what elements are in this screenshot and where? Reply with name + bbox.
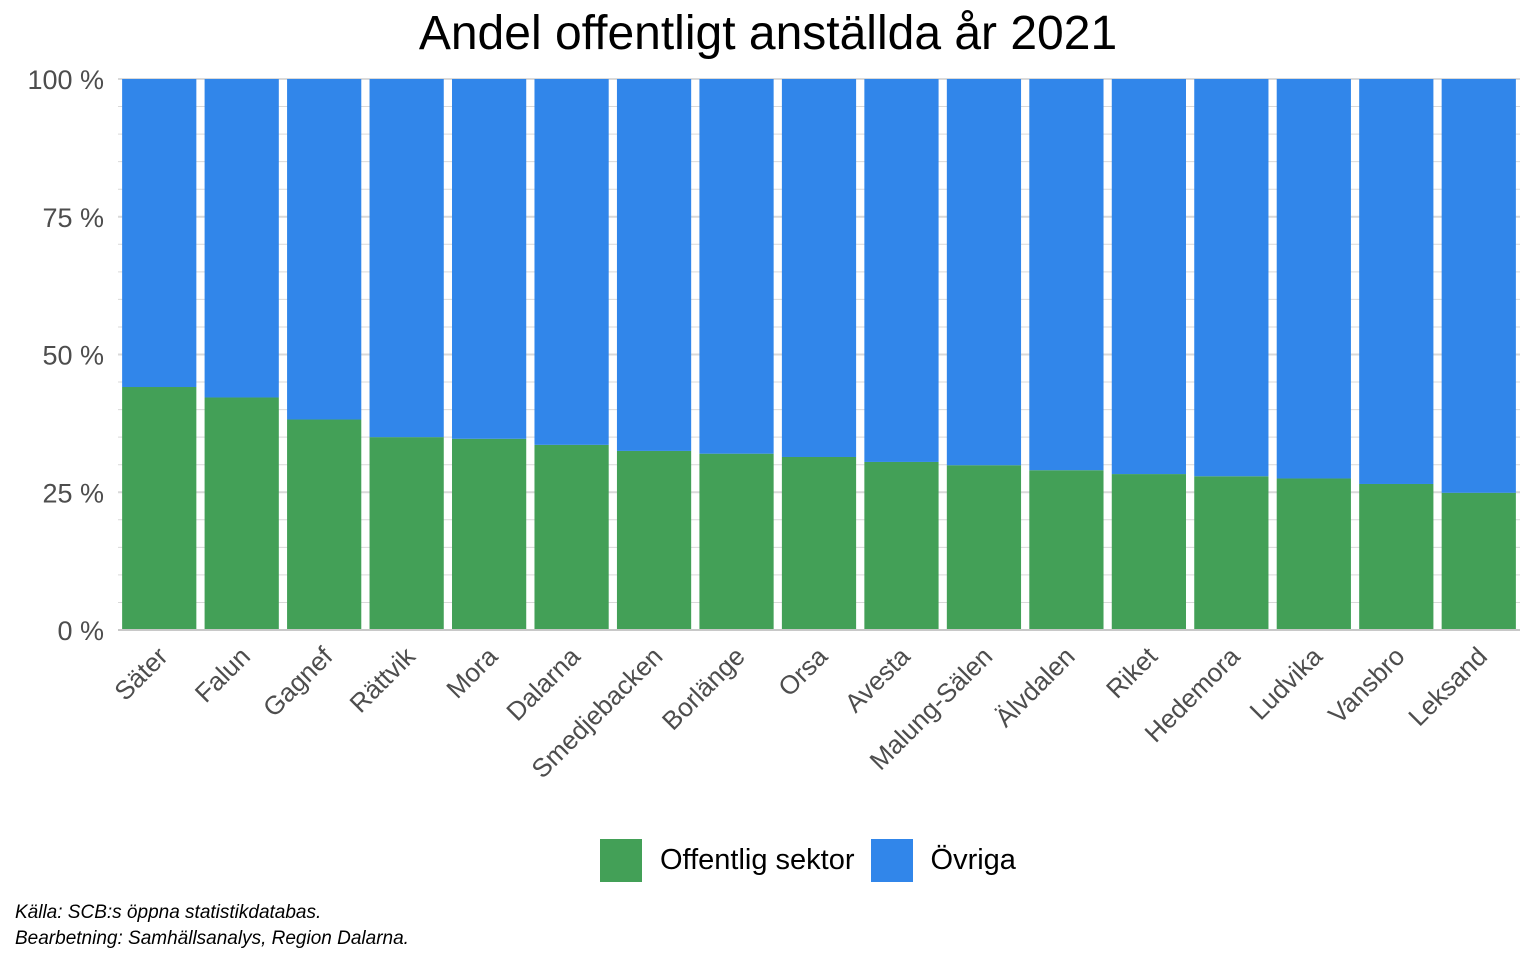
bar-ovriga-10 xyxy=(946,79,1022,466)
bar-ovriga-1 xyxy=(204,79,279,398)
legend-swatch-ovriga xyxy=(870,838,913,882)
bar-ovriga-6 xyxy=(616,79,692,451)
bar-ovriga-4 xyxy=(452,79,527,439)
x-tick-label: Borlänge xyxy=(656,641,751,736)
x-tick-label: Ludvika xyxy=(1243,641,1328,726)
bar-ovriga-9 xyxy=(864,79,939,462)
bar-offentlig-0 xyxy=(122,387,197,630)
legend-label-offentlig: Offentlig sektor xyxy=(660,843,855,876)
bar-offentlig-13 xyxy=(1194,476,1269,630)
bar-offentlig-4 xyxy=(452,438,527,630)
y-tick-label: 75 % xyxy=(42,203,104,233)
bar-ovriga-12 xyxy=(1111,79,1186,475)
legend-swatch-offentlig xyxy=(600,838,642,882)
bar-offentlig-3 xyxy=(369,437,444,630)
bar-offentlig-12 xyxy=(1111,474,1186,630)
bar-ovriga-2 xyxy=(287,79,362,420)
x-tick-label: Riket xyxy=(1100,640,1164,704)
bar-ovriga-3 xyxy=(369,79,444,438)
bar-offentlig-5 xyxy=(534,444,609,630)
bar-offentlig-1 xyxy=(204,397,279,630)
x-tick-label: Rättvik xyxy=(343,640,421,718)
x-tick-label: Gagnef xyxy=(257,640,339,722)
x-tick-label: Avesta xyxy=(839,641,916,718)
bar-ovriga-0 xyxy=(122,79,197,388)
bar-offentlig-14 xyxy=(1276,478,1351,630)
x-tick-label: Mora xyxy=(440,641,503,704)
y-tick-label: 50 % xyxy=(42,341,104,371)
bar-offentlig-9 xyxy=(864,461,939,630)
y-tick-label: 0 % xyxy=(57,616,104,646)
bar-offentlig-8 xyxy=(781,456,857,630)
x-tick-label: Orsa xyxy=(772,641,833,702)
x-tick-label: Älvdalen xyxy=(989,641,1081,733)
bars xyxy=(122,79,1516,630)
bar-ovriga-15 xyxy=(1359,79,1434,484)
caption-processing: Bearbetning: Samhällsanalys, Region Dala… xyxy=(15,928,409,949)
legend-label-ovriga: Övriga xyxy=(930,843,1016,876)
bar-ovriga-11 xyxy=(1029,79,1104,471)
bar-offentlig-15 xyxy=(1359,483,1434,630)
x-tick-label: Falun xyxy=(189,641,256,708)
caption-source: Källa: SCB:s öppna statistikdatabas. xyxy=(15,902,322,923)
bar-ovriga-13 xyxy=(1194,79,1269,477)
x-tick-label: Vansbro xyxy=(1322,641,1410,729)
bar-offentlig-16 xyxy=(1441,492,1516,630)
x-tick-label: Säter xyxy=(108,641,173,706)
bar-offentlig-2 xyxy=(287,419,362,630)
bar-offentlig-7 xyxy=(699,453,774,630)
legend: Offentlig sektor Övriga xyxy=(600,837,1032,883)
x-tick-label: Leksand xyxy=(1402,641,1493,732)
bar-ovriga-14 xyxy=(1276,79,1351,479)
bar-ovriga-7 xyxy=(699,79,774,454)
bar-ovriga-16 xyxy=(1441,79,1516,493)
bar-ovriga-8 xyxy=(781,79,857,457)
y-tick-label: 100 % xyxy=(27,65,104,95)
bar-offentlig-10 xyxy=(946,465,1022,630)
bar-offentlig-6 xyxy=(616,450,692,630)
y-tick-label: 25 % xyxy=(42,478,104,508)
chart-title: Andel offentligt anställda år 2021 xyxy=(418,7,1118,60)
bar-ovriga-5 xyxy=(534,79,609,445)
bar-offentlig-11 xyxy=(1029,470,1104,630)
